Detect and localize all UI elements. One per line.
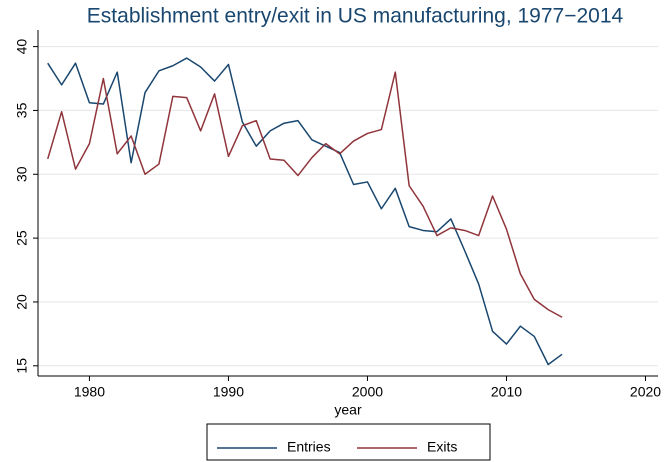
x-tick-label: 2020 [630, 384, 661, 400]
x-axis-label: year [334, 402, 362, 418]
series-line [47, 71, 563, 318]
legend-box [206, 423, 491, 461]
y-tick-label: 15 [14, 358, 30, 374]
y-tick-label: 35 [14, 102, 30, 118]
y-tick-label: 20 [14, 294, 30, 310]
y-tick-label: 25 [14, 230, 30, 246]
x-tick-label: 1980 [74, 384, 105, 400]
legend-label: Exits [427, 439, 457, 455]
series-line [47, 57, 563, 366]
y-tick-label: 40 [14, 39, 30, 55]
x-tick-label: 1990 [213, 384, 244, 400]
x-tick-label: 2000 [352, 384, 383, 400]
chart-title: Establishment entry/exit in US manufactu… [87, 5, 624, 28]
legend-label: Entries [287, 439, 331, 455]
x-tick-label: 2010 [491, 384, 522, 400]
y-tick-label: 30 [14, 166, 30, 182]
